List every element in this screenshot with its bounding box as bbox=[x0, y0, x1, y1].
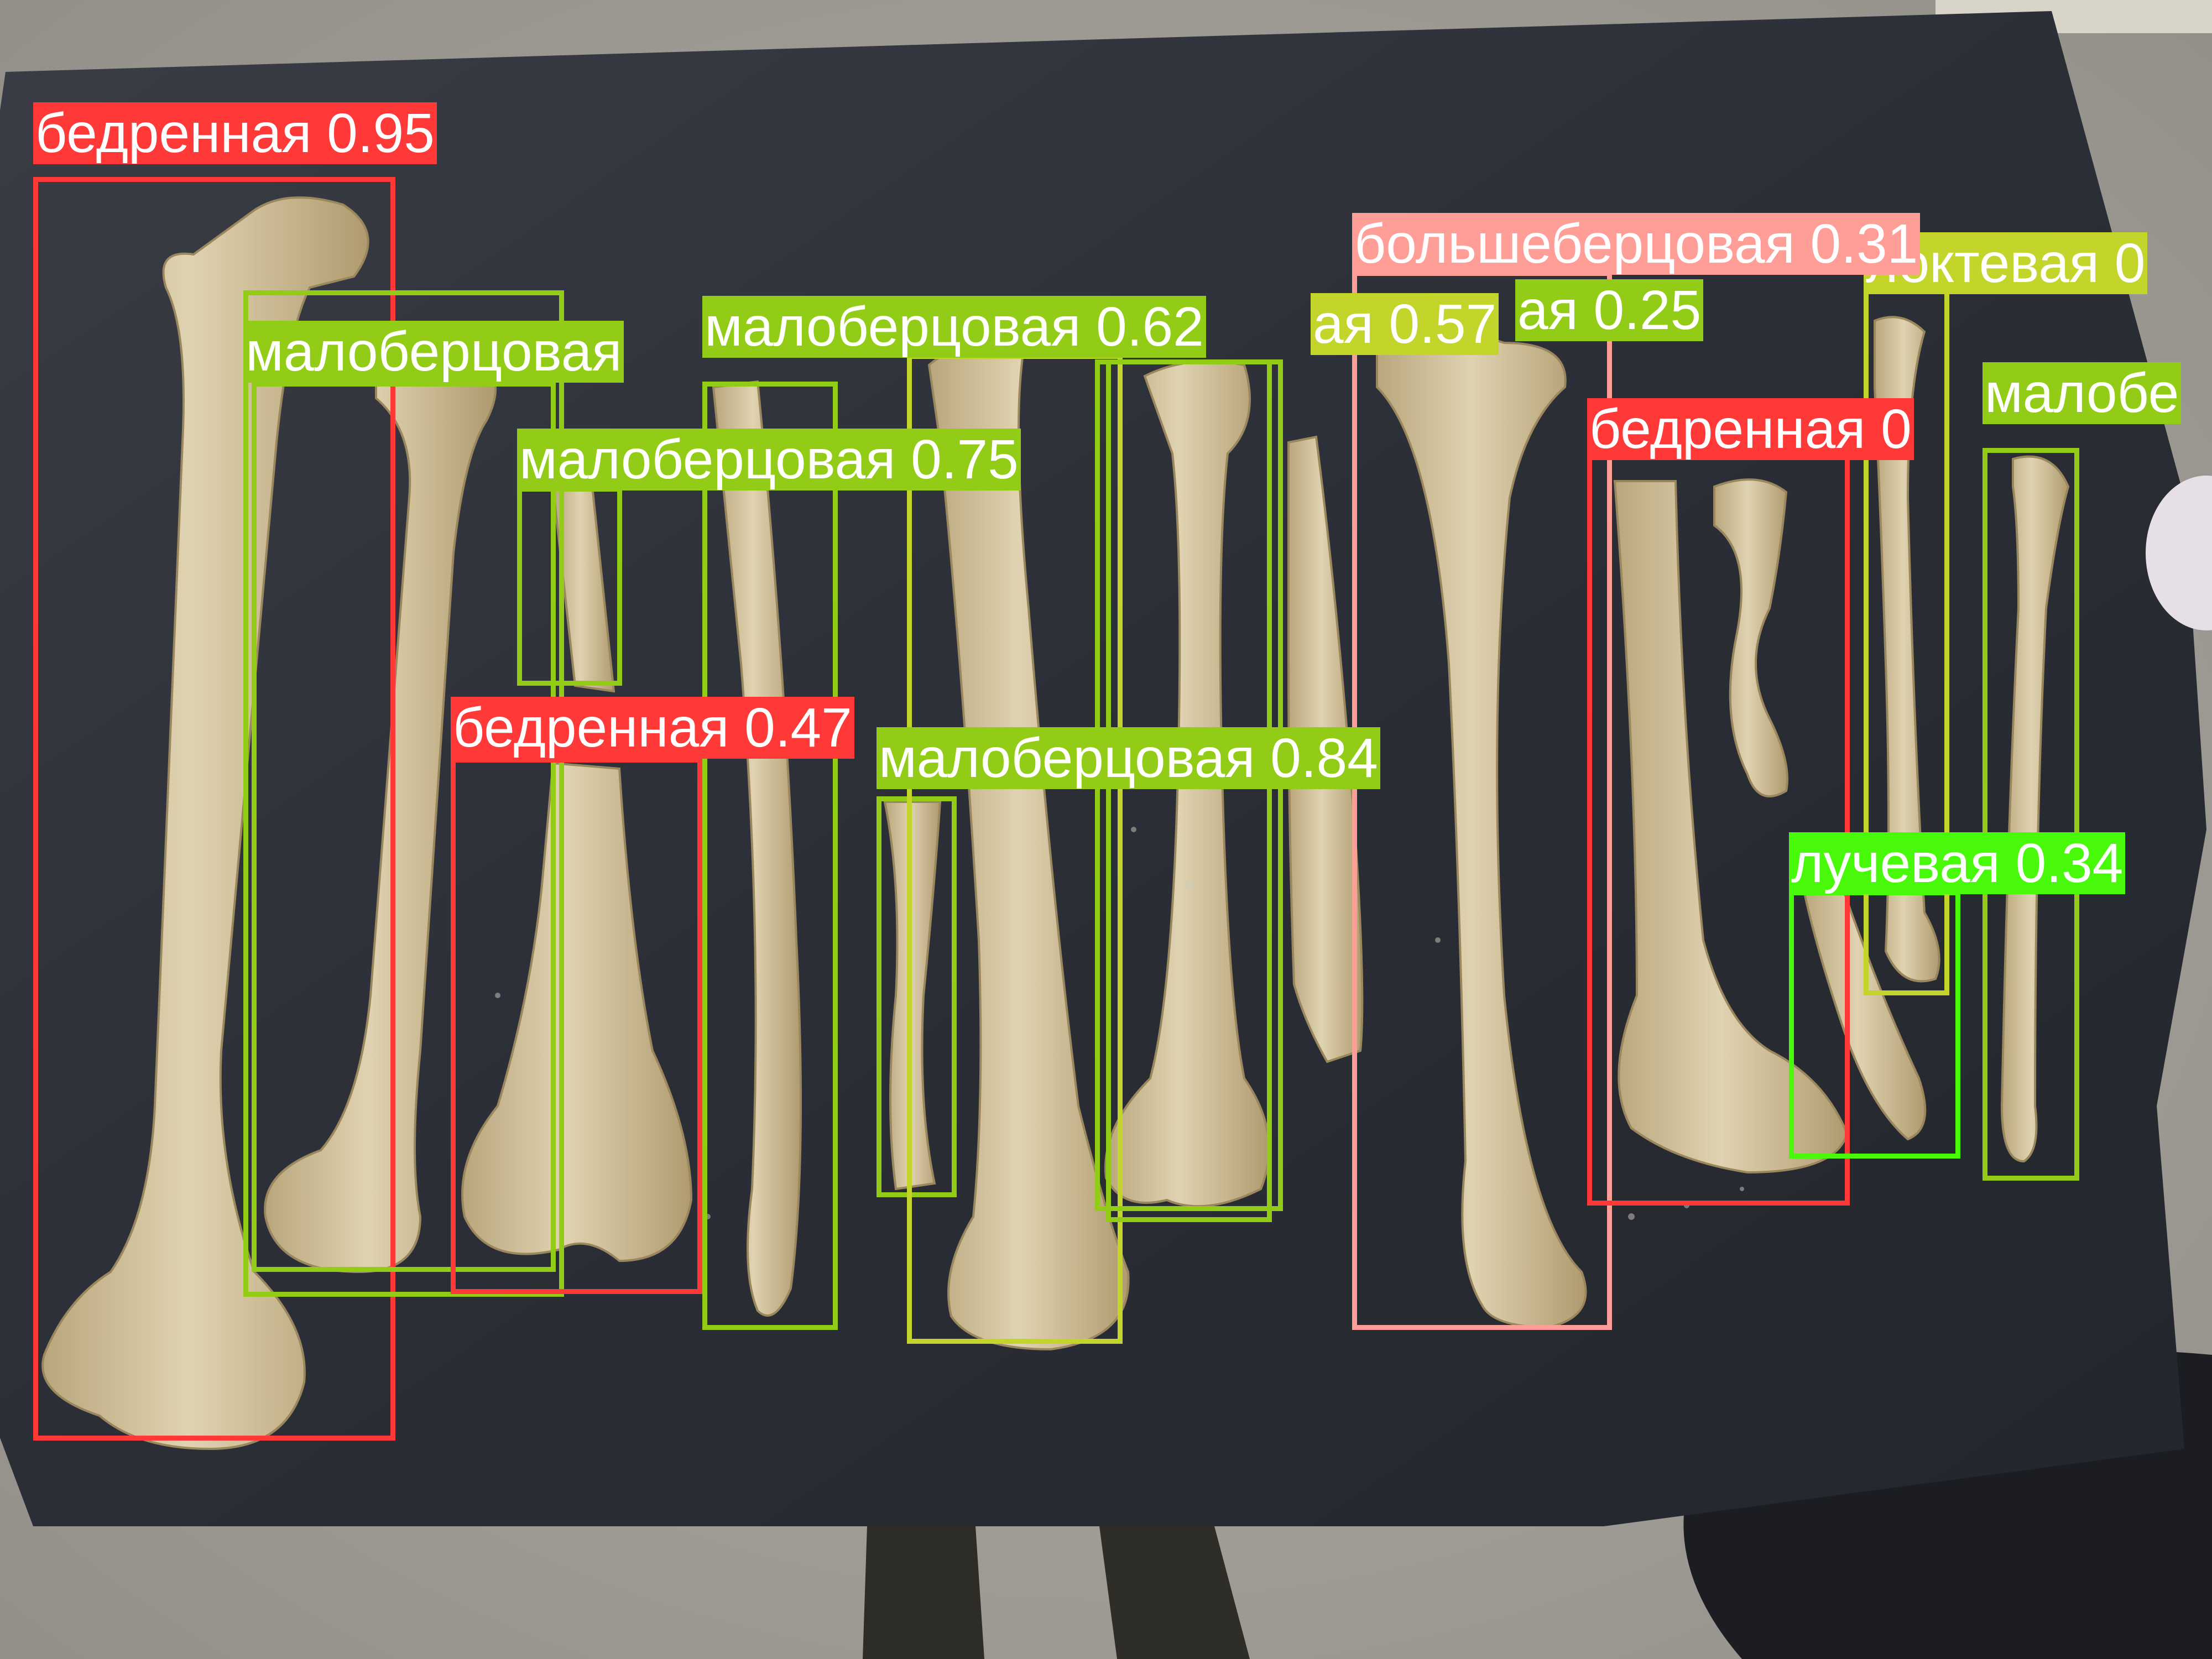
detection-label: ая 0.25 bbox=[1515, 279, 1704, 341]
detection-box bbox=[1106, 359, 1272, 1222]
bone-tibia-1 bbox=[927, 344, 1130, 1351]
detection-label: локтевая 0 bbox=[1864, 232, 2148, 294]
detection-box bbox=[1983, 448, 2079, 1181]
bowl bbox=[2146, 476, 2212, 630]
detection-label: бедренная 0.95 bbox=[33, 102, 437, 164]
detection-label: бедренная 0 bbox=[1587, 398, 1914, 460]
detection-label: малоберцовая 0.62 bbox=[702, 296, 1206, 358]
detection-box bbox=[243, 290, 564, 1297]
detection-box bbox=[451, 758, 702, 1294]
detection-box bbox=[907, 354, 1123, 1344]
shoe-right bbox=[1095, 1493, 1250, 1659]
detection-label: малоберцовая bbox=[243, 321, 624, 383]
bone-fibula-2 bbox=[883, 801, 942, 1191]
detection-box bbox=[252, 382, 556, 1272]
dust bbox=[495, 771, 1744, 1220]
bone-clavicle bbox=[1713, 478, 1788, 797]
detection-box bbox=[702, 382, 838, 1330]
detection-box bbox=[1352, 271, 1612, 1330]
detection-box bbox=[517, 487, 622, 686]
bone-femur-2 bbox=[461, 761, 693, 1262]
detection-label: малоберцовая 0.84 bbox=[877, 727, 1380, 789]
bone-femur-3 bbox=[1613, 480, 1849, 1174]
detection-label: бедренная 0.47 bbox=[451, 697, 854, 759]
bone-femur-1 bbox=[41, 196, 369, 1451]
bone-fibula-3 bbox=[2000, 455, 2070, 1163]
bone-tibia-2 bbox=[1376, 331, 1587, 1329]
detection-label: малобе bbox=[1983, 362, 2182, 424]
detection-label: малоберцовая 0.75 bbox=[517, 429, 1021, 491]
detection-box bbox=[33, 177, 395, 1441]
detection-label: лучевая 0.34 bbox=[1789, 832, 2126, 894]
detection-box bbox=[877, 796, 957, 1197]
detection-label: большеберцовая 0.31 bbox=[1352, 213, 1921, 275]
shoe-left bbox=[863, 1493, 984, 1659]
detection-label: ая 0.57 bbox=[1311, 293, 1499, 355]
